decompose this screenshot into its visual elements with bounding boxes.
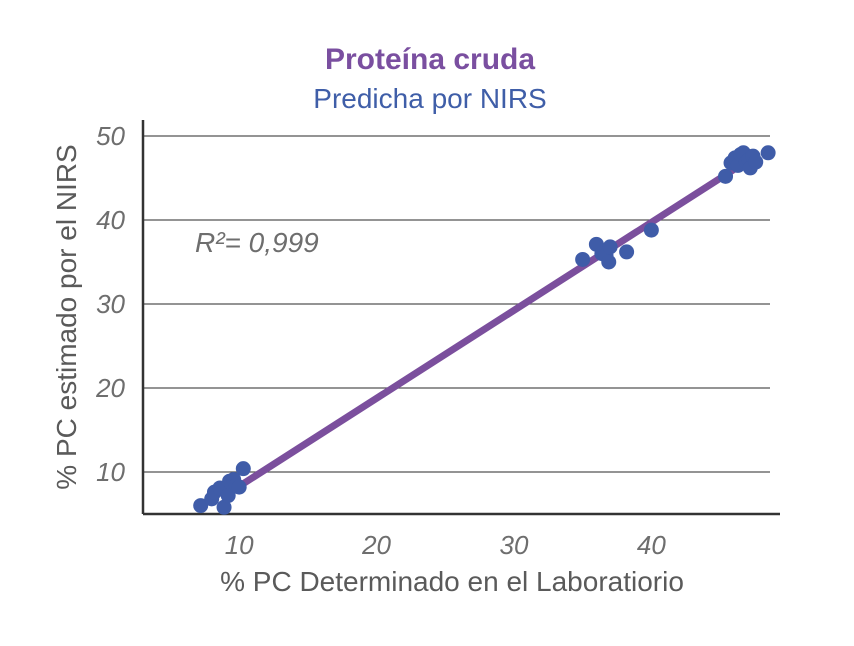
- x-tick-40: 40: [637, 530, 666, 560]
- y-tick-10: 10: [96, 457, 125, 487]
- gridlines: [143, 135, 770, 473]
- chart-title: Proteína cruda: [325, 43, 535, 76]
- data-point-0: [193, 498, 209, 514]
- data-point-4: [216, 499, 232, 515]
- y-tick-40: 40: [96, 205, 125, 235]
- data-point-18: [643, 222, 659, 238]
- x-tick-10: 10: [225, 530, 254, 560]
- data-points: [193, 145, 776, 515]
- y-tick-labels: 10 20 30 40 50: [95, 121, 125, 487]
- r-squared-annotation: R²= 0,999: [195, 227, 319, 258]
- data-point-19: [718, 168, 734, 184]
- data-point-16: [602, 239, 618, 255]
- axes: [141, 120, 780, 516]
- x-tick-labels: 10 20 30 40: [225, 530, 667, 560]
- data-point-5: [220, 488, 236, 504]
- chart-subtitle: Predicha por NIRS: [313, 83, 546, 114]
- y-tick-50: 50: [96, 121, 125, 151]
- data-point-17: [619, 244, 635, 260]
- data-point-11: [575, 251, 591, 267]
- data-point-29: [748, 154, 764, 170]
- y-tick-20: 20: [95, 373, 125, 403]
- data-point-15: [601, 254, 617, 270]
- fit-line: [235, 166, 738, 490]
- data-point-30: [760, 145, 776, 161]
- x-axis-label: % PC Determinado en el Laboratiorio: [220, 566, 684, 597]
- x-tick-20: 20: [361, 530, 391, 560]
- y-tick-30: 30: [96, 289, 125, 319]
- data-point-9: [231, 479, 247, 495]
- data-point-10: [235, 461, 251, 477]
- x-tick-30: 30: [499, 530, 528, 560]
- y-axis-label: % PC estimado por el NIRS: [51, 144, 82, 489]
